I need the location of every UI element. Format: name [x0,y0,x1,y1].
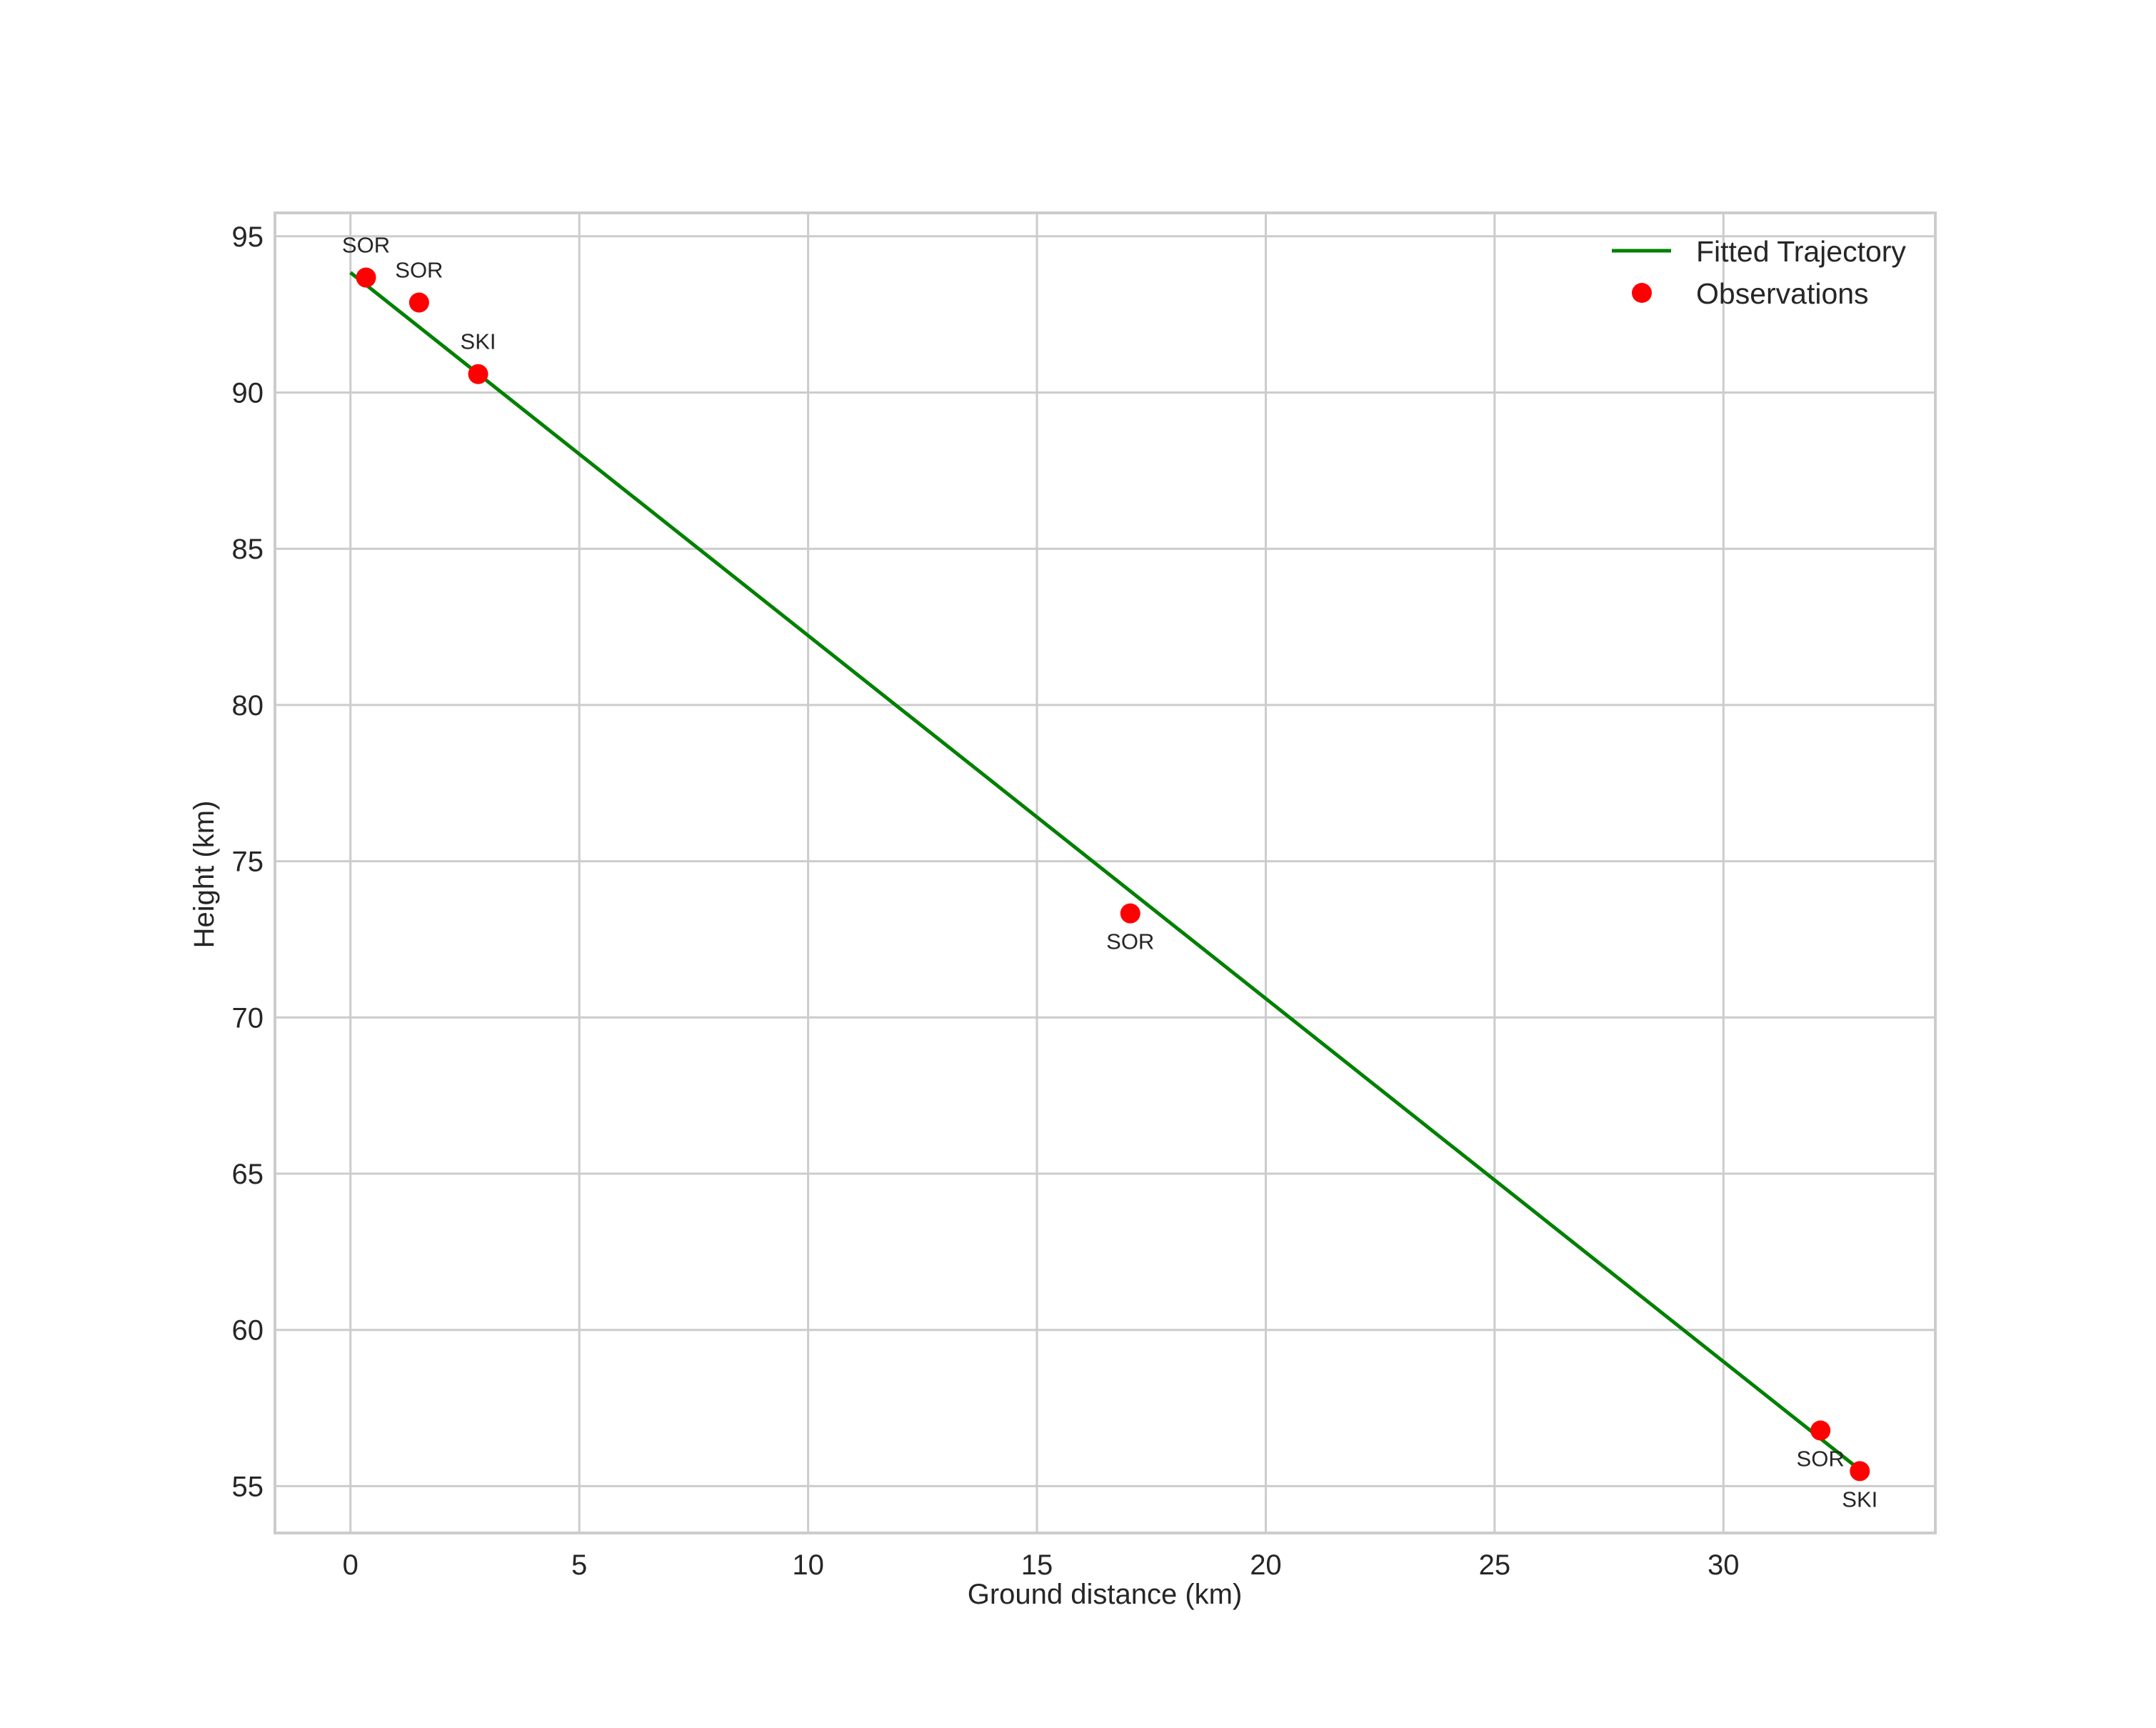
station-label: SOR [342,233,390,258]
observation-point [1120,903,1140,924]
station-label: SKI [461,329,496,354]
x-tick-label: 10 [792,1549,824,1581]
y-tick-label: 55 [232,1471,264,1502]
legend-marker-icon [1632,283,1652,303]
y-tick-label: 75 [232,846,264,878]
observation-point [1810,1420,1831,1441]
x-tick-label: 20 [1250,1549,1282,1581]
x-tick-label: 30 [1708,1549,1740,1581]
observation-point [468,364,488,384]
fitted-trajectory-line [349,271,1862,1472]
x-tick-label: 5 [571,1549,587,1581]
y-tick-label: 60 [232,1315,264,1347]
x-tick-label: 25 [1479,1549,1511,1581]
station-label: SKI [1842,1487,1877,1512]
x-tick-label: 15 [1021,1549,1053,1581]
trajectory-line [349,271,1862,1472]
observation-point [408,292,429,313]
observation-points [356,267,1870,1482]
y-tick-label: 85 [232,534,264,565]
y-tick-label: 95 [232,221,264,253]
y-tick-labels: 55 60 65 70 75 80 85 90 95 [232,221,264,1503]
axes-frame [274,211,1937,1534]
x-axis-label: Ground distance (km) [968,1579,1243,1610]
grid-lines [275,213,1935,1533]
legend-label-observations: Observations [1696,277,1869,310]
y-tick-label: 90 [232,378,264,409]
station-label: SOR [1797,1447,1845,1472]
station-label: SOR [395,258,443,283]
y-axis-label: Height (km) [189,801,220,949]
observation-point [1850,1461,1870,1482]
y-tick-label: 65 [232,1159,264,1190]
station-label: SOR [1106,929,1154,954]
x-tick-labels: 0 5 10 15 20 25 30 [343,1549,1740,1581]
y-tick-label: 70 [232,1002,264,1034]
y-tick-label: 80 [232,690,264,721]
observation-point [356,267,376,288]
legend: Fitted Trajectory Observations [1612,235,1906,310]
x-tick-label: 0 [343,1549,359,1581]
legend-label-fitted-trajectory: Fitted Trajectory [1696,235,1906,268]
